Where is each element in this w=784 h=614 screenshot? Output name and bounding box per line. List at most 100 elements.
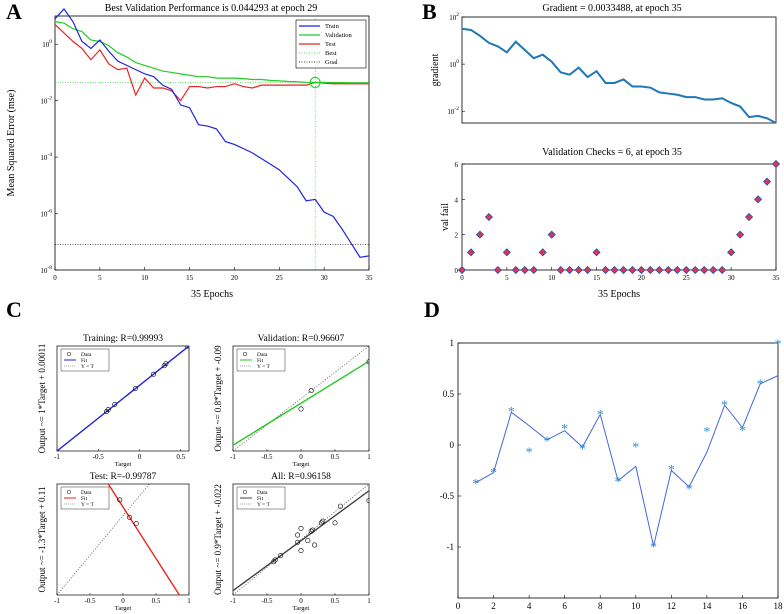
regression-xtick-label: -0.5 xyxy=(261,453,273,461)
val-fail-point xyxy=(511,265,520,275)
legend-data-label: Data xyxy=(257,352,268,358)
val-fail-point xyxy=(466,248,476,257)
target-star: * xyxy=(597,408,604,423)
legend-yt-label: Y = T xyxy=(257,364,271,370)
a-xtick-label: 0 xyxy=(53,274,57,282)
d-xtick-label: 6 xyxy=(562,601,567,611)
a-xtick-label: 20 xyxy=(231,274,239,282)
data-point xyxy=(308,528,314,534)
data-point xyxy=(312,542,318,548)
regression-legend-box xyxy=(236,486,286,510)
a-ytick-label: 10-4 xyxy=(40,152,52,162)
performance-chart: Best Validation Performance is 0.044293 … xyxy=(6,3,373,300)
target-star: * xyxy=(615,475,622,490)
target-star: * xyxy=(775,338,782,353)
regression-legend-box xyxy=(60,486,110,510)
gradient-line xyxy=(461,27,777,124)
d-xtick-label: 14 xyxy=(702,601,712,611)
regression-marks xyxy=(57,484,181,595)
regression-ylabel: Output ~= 0.9*Target + -0.022 xyxy=(213,484,223,595)
target-star: * xyxy=(668,463,675,478)
legend-yt-label: Y = T xyxy=(81,364,95,370)
legend-yt-label: Y = T xyxy=(81,502,95,508)
validation-line xyxy=(54,21,369,84)
b1-ytick-label: 102 xyxy=(449,12,459,22)
val-fail-point xyxy=(457,265,467,275)
regression-xlabel: Target xyxy=(293,461,310,468)
data-point xyxy=(318,520,324,526)
chart-b1-series xyxy=(461,27,777,124)
regression-test: Test: R=-0.99787 -1 -0.5 0 0.5 1 Target Output … xyxy=(37,472,191,612)
val-fail-point xyxy=(502,248,511,257)
chart-b2-ylabel: val fail xyxy=(440,203,451,231)
data-point xyxy=(366,498,369,504)
data-point xyxy=(337,503,343,509)
chart-a-title: Best Validation Performance is 0.044293 … xyxy=(105,3,318,14)
data-point xyxy=(151,371,157,377)
regression-ylabel: Output ~= -1.3*Target + 0.11 xyxy=(37,487,47,593)
target-star: * xyxy=(757,377,764,392)
d-xtick-label: 2 xyxy=(491,601,496,611)
legend-data-label: Data xyxy=(257,490,268,496)
data-point xyxy=(132,386,138,392)
b1-ytick-label: 10-2 xyxy=(447,106,459,116)
regression-xtick-label: -1 xyxy=(230,453,236,461)
data-point xyxy=(272,557,278,563)
regression-title: Training: R=0.99993 xyxy=(83,334,163,344)
target-star: * xyxy=(508,405,515,420)
data-point xyxy=(298,525,304,531)
val-fail-point xyxy=(673,265,682,275)
chart-a-xlabel: 35 Epochs xyxy=(191,289,233,300)
chart-b1-plot-area xyxy=(461,16,777,124)
chart-a-ticks: 0 5 10 15 20 25 30 35 100 10-2 10-4 10-6 10-8 xyxy=(40,39,373,282)
legend-validation: Validation xyxy=(325,32,352,39)
a-ytick-label: 10-8 xyxy=(40,265,52,275)
fit-line xyxy=(107,484,181,595)
data-point xyxy=(305,538,311,544)
legend-fit-label: Fit xyxy=(81,358,88,364)
chart-d-series: * * * * * * * * * * * * * * * * * * xyxy=(472,338,781,556)
data-point xyxy=(278,553,284,559)
legend-yt-label: Y = T xyxy=(257,502,271,508)
regression-xtick-label: -0.5 xyxy=(93,453,105,461)
val-fail-point xyxy=(619,265,628,275)
chart-b2-ticks: 0 5 10 15 20 25 30 35 0 2 4 6 xyxy=(455,161,781,282)
b2-ytick-label: 0 xyxy=(455,267,459,275)
d-ytick-label: -0.5 xyxy=(440,491,455,501)
target-star: * xyxy=(490,466,497,481)
chart-b1-ylabel: gradient xyxy=(430,53,441,86)
regression-xtick-label: 0 xyxy=(121,597,125,605)
b2-xtick-label: 10 xyxy=(548,274,556,282)
d-xtick-label: 18 xyxy=(774,601,784,611)
data-point xyxy=(184,346,189,349)
panel-label-b: B xyxy=(422,0,437,24)
legend-fit-label: Fit xyxy=(257,358,264,364)
legend-data-label: Data xyxy=(81,490,92,496)
val-fail-point xyxy=(709,265,718,275)
fit-line xyxy=(233,490,369,592)
a-ytick-label: 100 xyxy=(42,39,52,49)
regression-xtick-label: 0.5 xyxy=(331,597,340,605)
val-fail-point xyxy=(655,265,664,275)
b2-xtick-label: 15 xyxy=(593,274,601,282)
data-point xyxy=(308,388,314,394)
regression-xtick-label: 0.5 xyxy=(176,453,185,461)
b2-xtick-label: 25 xyxy=(683,274,691,282)
data-point xyxy=(310,527,316,533)
val-fail-point xyxy=(574,265,583,275)
legend-data-swatch xyxy=(66,351,72,357)
d-xtick-label: 10 xyxy=(631,601,641,611)
chart-d-ticks: 0 2 4 6 8 10 12 14 16 18 1 0.5 0 -0.5 -1 xyxy=(440,338,783,611)
val-fail-point xyxy=(520,265,529,275)
train-line xyxy=(54,7,370,258)
target-star: * xyxy=(703,425,710,440)
regression-ylabel: Output ~= 0.8*Target + -0.09 xyxy=(213,345,223,452)
data-point xyxy=(320,518,326,524)
val-fail-point xyxy=(484,212,493,222)
val-fail-point xyxy=(493,265,502,275)
val-fail-point xyxy=(628,265,637,275)
identity-line xyxy=(233,346,369,451)
target-star: * xyxy=(650,540,657,555)
data-point xyxy=(127,514,133,520)
